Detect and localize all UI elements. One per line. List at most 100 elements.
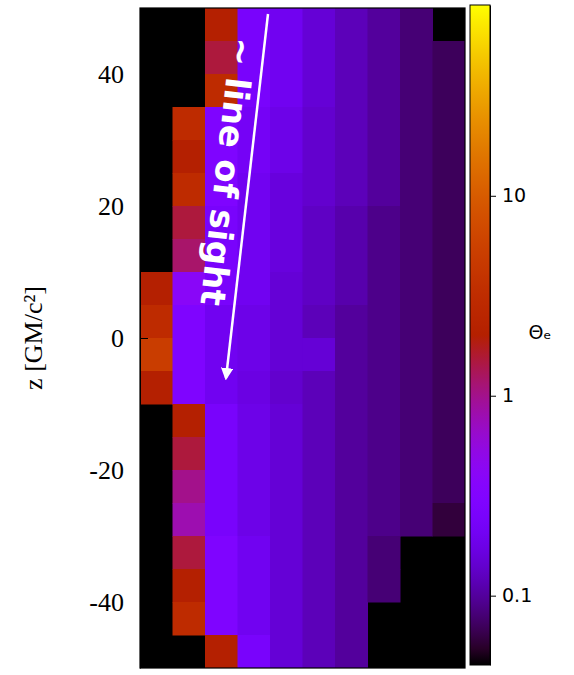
y-tick-label: 20 [98,192,124,221]
heat-cell [303,437,336,471]
heat-cell [173,305,206,339]
y-tick-label: -40 [89,588,124,617]
heat-cell [433,239,466,273]
colorbar-tick-label: 0.1 [502,584,532,606]
heat-cell [400,206,433,240]
heat-cell [400,272,433,306]
heat-cell [173,173,206,207]
heat-cell [400,74,433,108]
heat-cell [205,536,238,570]
y-tick-mark [140,602,148,603]
heat-cell [368,437,401,471]
heat-cell [270,74,303,108]
heat-cell [368,371,401,405]
heat-cell [433,107,466,141]
heat-cell [270,404,303,438]
colorbar-tick: 10 [490,184,526,206]
colorbar [470,5,490,665]
heat-cell [270,569,303,603]
heat-cell [433,437,466,471]
heat-cell [400,107,433,141]
heat-cell [368,338,401,372]
colorbar-axis-line [490,6,491,666]
heat-cell [400,305,433,339]
heat-cell [238,602,271,636]
heat-cell [368,404,401,438]
heat-cell [173,569,206,603]
heat-cell [303,536,336,570]
heat-cell [205,404,238,438]
heat-cell [140,305,173,339]
heat-cell [433,338,466,372]
colorbar-tick-mark [490,196,496,197]
heat-cell [238,371,271,405]
heat-cell [238,272,271,306]
heat-cell [368,8,401,42]
heat-cell [433,41,466,75]
y-tick: -40 [89,588,148,617]
heat-cell [368,107,401,141]
heat-cell [173,470,206,504]
heat-cell [238,635,271,668]
heat-cell [270,206,303,240]
heat-cell [303,41,336,75]
heat-cell [368,503,401,537]
heat-cell [173,404,206,438]
colorbar-title: Θₑ [529,321,552,343]
heat-cell [303,470,336,504]
heat-cell [303,140,336,174]
heat-cell [433,371,466,405]
annotation: ~ line of sight [192,36,263,308]
heat-cell [238,338,271,372]
heat-cell [238,437,271,471]
y-tick-mark [140,206,148,207]
heat-cell [303,8,336,42]
heat-cell [205,371,238,405]
heat-cell [238,305,271,339]
heat-cell [270,470,303,504]
y-tick: 20 [98,192,148,221]
heat-cell [238,404,271,438]
heat-cell [400,371,433,405]
heat-cell [433,272,466,306]
heat-cell [303,602,336,636]
heat-cell [173,437,206,471]
heat-cell [335,338,368,372]
y-tick-label: 0 [111,324,124,353]
heat-cell [400,41,433,75]
heat-cell [140,371,173,405]
heat-cell [270,338,303,372]
heat-cell [368,41,401,75]
heat-cell [335,602,368,636]
heat-cell [433,140,466,174]
heat-cell [335,404,368,438]
heat-cell [400,173,433,207]
heat-cell [303,404,336,438]
heat-cell [270,107,303,141]
heat-cell [238,569,271,603]
heat-cell [205,470,238,504]
heat-cell [303,107,336,141]
heat-cell [335,239,368,273]
heat-cell [270,41,303,75]
colorbar-tick-label: 1 [502,384,514,406]
heat-cell [368,173,401,207]
heat-cell [140,272,173,306]
heat-cell [173,338,206,372]
y-tick: 40 [98,60,148,89]
heat-cell [433,74,466,108]
heat-cell [270,536,303,570]
colorbar-tick-mark [490,396,496,397]
heat-cell [400,437,433,471]
heat-cell [205,437,238,471]
heat-cell [270,305,303,339]
y-tick-mark [140,74,148,75]
heat-cell [335,635,368,668]
heat-cell [433,503,466,537]
heat-cell [368,536,401,570]
heat-cell [433,470,466,504]
heat-cell [270,173,303,207]
heat-cell [400,470,433,504]
heat-cell [400,140,433,174]
heat-cell [368,140,401,174]
